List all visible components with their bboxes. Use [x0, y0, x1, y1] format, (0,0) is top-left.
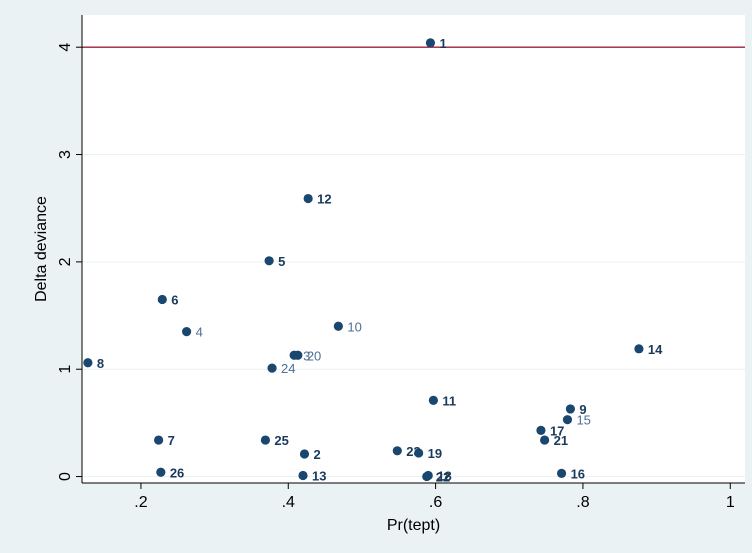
x-tick-label: .8: [576, 494, 589, 511]
data-point-14: [634, 344, 644, 354]
y-tick-label: 1: [57, 365, 74, 374]
point-label-13: 13: [312, 468, 326, 483]
x-tick-label: .4: [282, 494, 295, 511]
point-label-26: 26: [170, 465, 184, 480]
data-point-22: [422, 471, 432, 482]
data-point-6: [157, 294, 167, 305]
point-label-9: 9: [579, 402, 586, 417]
data-point-15: [562, 415, 573, 425]
plot-area: [82, 15, 745, 483]
y-tick-label: 0: [57, 472, 74, 481]
x-tick-label: .2: [134, 494, 147, 511]
point-label-7: 7: [168, 433, 175, 448]
data-point-5: [264, 256, 274, 266]
data-point-3: [289, 350, 299, 360]
point-label-18: 18: [437, 468, 451, 483]
point-label-21: 21: [554, 433, 568, 448]
x-tick-label: .6: [429, 494, 442, 511]
point-label-24: 24: [281, 361, 295, 376]
data-point-19: [414, 448, 424, 458]
data-point-11: [428, 395, 438, 405]
data-point-12: [303, 193, 313, 204]
point-label-10: 10: [347, 319, 361, 334]
y-tick-label: 3: [57, 150, 74, 159]
point-label-8: 8: [97, 356, 104, 371]
point-label-3: 3: [303, 348, 310, 363]
data-point-25: [260, 435, 271, 445]
data-point-17: [536, 425, 546, 436]
data-point-7: [154, 435, 164, 445]
y-tick-label: 4: [57, 43, 74, 52]
data-point-26: [156, 467, 166, 477]
data-point-24: [267, 363, 277, 373]
data-point-4: [182, 327, 192, 337]
point-label-12: 12: [317, 192, 331, 207]
data-point-10: [333, 321, 343, 331]
data-point-13: [298, 470, 308, 481]
point-label-4: 4: [196, 325, 203, 340]
data-point-21: [540, 435, 550, 445]
data-point-9: [565, 404, 576, 414]
point-label-22: 22: [436, 470, 450, 485]
data-point-1: [425, 38, 436, 48]
data-point-16: [556, 468, 567, 478]
y-axis-title: Delta deviance: [33, 196, 50, 302]
point-label-20: 20: [307, 348, 321, 363]
point-label-14: 14: [648, 342, 663, 357]
data-point-2: [299, 449, 310, 459]
x-tick-label: 1: [726, 494, 735, 511]
point-label-15: 15: [576, 413, 590, 428]
point-label-2: 2: [313, 447, 320, 462]
point-label-16: 16: [571, 466, 585, 481]
point-label-17: 17: [550, 423, 564, 438]
y-axis-ticks: 0 1 2 3 4: [57, 43, 82, 481]
x-axis-ticks: .2 .4 .6 .8 1: [134, 483, 735, 511]
y-gridlines: [82, 46, 745, 478]
point-label-25: 25: [274, 433, 288, 448]
data-point-23: [392, 446, 402, 456]
point-label-11: 11: [442, 393, 456, 408]
point-label-5: 5: [278, 254, 285, 269]
data-point-8: [83, 358, 93, 368]
y-tick-label: 2: [57, 257, 74, 266]
x-axis-title: Pr(tept): [387, 517, 440, 534]
point-label-19: 19: [428, 446, 442, 461]
point-label-6: 6: [171, 292, 178, 307]
point-label-1: 1: [439, 36, 446, 51]
